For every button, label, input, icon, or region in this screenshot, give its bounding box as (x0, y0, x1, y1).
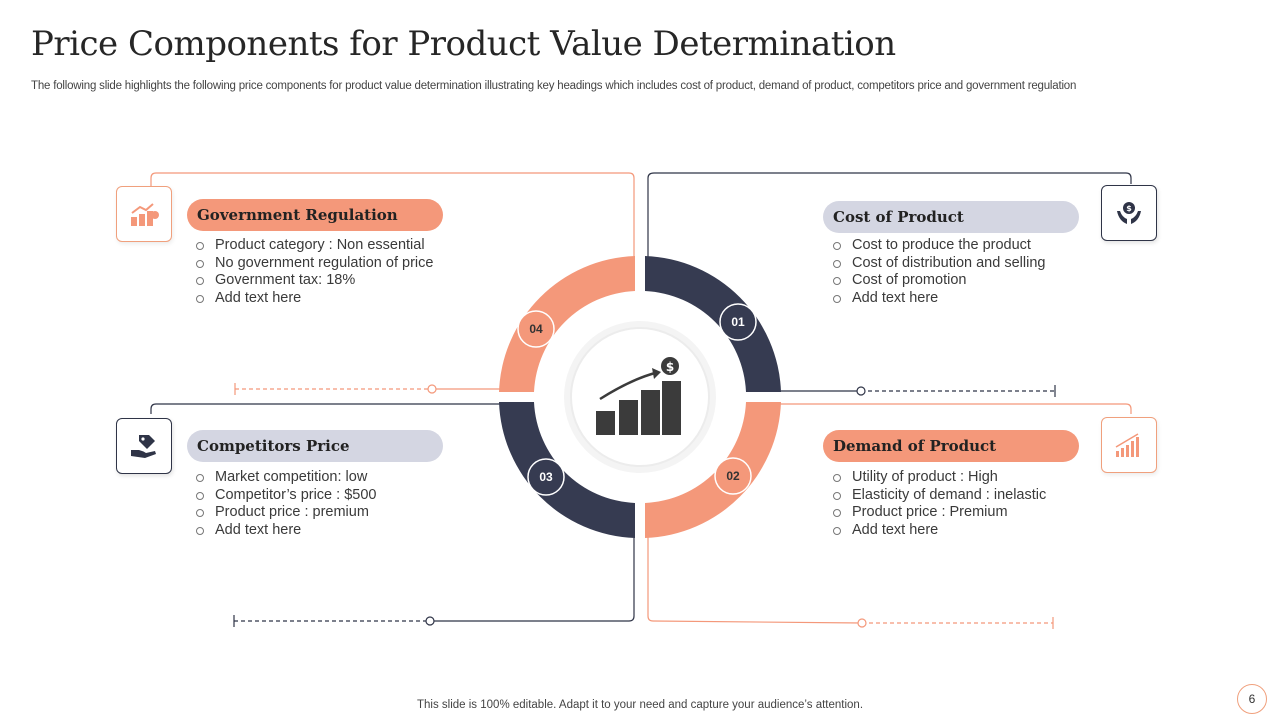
competitors-bullets: Market competition: low Competitor’s pri… (193, 469, 376, 539)
cost-bullets: Cost to produce the product Cost of dist… (830, 237, 1045, 307)
segment-02-demand (645, 402, 781, 538)
list-item: Add text here (830, 522, 1046, 540)
heading-government-regulation: Government Regulation (187, 199, 443, 231)
connector-competitors (150, 403, 500, 414)
list-item: Cost of promotion (830, 272, 1045, 290)
heading-competitors-price: Competitors Price (187, 430, 443, 462)
hand-holding-money-icon: $ (1117, 202, 1141, 224)
government-bullets: Product category : Non essential No gove… (193, 237, 433, 307)
demand-bullets: Utility of product : High Elasticity of … (830, 469, 1046, 539)
list-item: No government regulation of price (193, 255, 433, 273)
badge-02: 02 (714, 457, 752, 495)
badge-04: 04 (517, 310, 555, 348)
connector-bottom-right (647, 510, 863, 624)
list-item: Utility of product : High (830, 469, 1046, 487)
footer-note: This slide is 100% editable. Adapt it to… (416, 699, 864, 711)
segment-04-government (499, 256, 635, 392)
connector-demand (780, 403, 1132, 414)
page-number: 6 (1237, 684, 1267, 714)
slide-title: Price Components for Product Value Deter… (31, 24, 896, 64)
badge-03: 03 (527, 458, 565, 496)
list-item: Add text here (830, 290, 1045, 308)
badge-01: 01 (719, 303, 757, 341)
connector-lines (150, 172, 1132, 629)
connector-government (150, 172, 635, 290)
list-item: Product category : Non essential (193, 237, 433, 255)
list-item: Product price : premium (193, 504, 376, 522)
competitors-icon-box (116, 418, 172, 474)
government-icon-box (116, 186, 172, 242)
badge-04-label: 04 (529, 322, 543, 336)
list-item: Competitor’s price : $500 (193, 487, 376, 505)
badge-01-label: 01 (731, 315, 745, 329)
list-item: Market competition: low (193, 469, 376, 487)
demand-icon-box (1101, 417, 1157, 473)
connector-bottom-left (430, 510, 635, 622)
list-item: Elasticity of demand : inelastic (830, 487, 1046, 505)
center-disc (570, 327, 710, 467)
list-item: Add text here (193, 522, 376, 540)
growth-chart-dollar-icon (131, 203, 159, 226)
list-item: Cost to produce the product (830, 237, 1045, 255)
badge-02-label: 02 (726, 469, 740, 483)
cost-icon-box: $ (1101, 185, 1157, 241)
rising-bar-chart-icon (1115, 433, 1139, 457)
heading-demand-of-product: Demand of Product (823, 430, 1079, 462)
list-item: Add text here (193, 290, 433, 308)
list-item: Cost of distribution and selling (830, 255, 1045, 273)
svg-text:$: $ (1126, 204, 1132, 213)
list-item: Government tax: 18% (193, 272, 433, 290)
segment-01-cost (645, 256, 781, 392)
slide-subtitle: The following slide highlights the follo… (31, 80, 1077, 92)
bar-chart-dollar-growth-icon: $ (596, 357, 681, 435)
heading-cost-of-product: Cost of Product (823, 201, 1079, 233)
svg-text:$: $ (666, 360, 674, 374)
badge-03-label: 03 (539, 470, 553, 484)
connector-cost (647, 172, 1132, 290)
segment-03-competitors (499, 402, 635, 538)
hand-price-tag-icon (131, 435, 156, 458)
list-item: Product price : Premium (830, 504, 1046, 522)
